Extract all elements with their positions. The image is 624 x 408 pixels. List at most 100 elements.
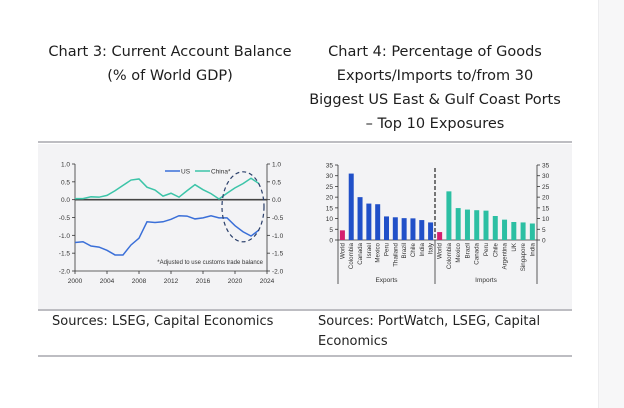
page-scroll-strip [598,0,624,408]
category-label: India [529,242,536,256]
category-label: World [437,242,444,259]
chart4-title-line: – Top 10 Exposures [365,116,505,132]
category-label: Peru [483,242,490,256]
y-tick-label-left: -1.5 [59,251,71,258]
bar-imports [464,209,470,240]
y-tick-label-right: 0 [542,238,546,245]
y-tick-label-right: 35 [542,163,550,170]
legend-label: China* [211,169,231,176]
legend-label: US [181,169,191,176]
bar-imports [483,210,489,240]
bar-exports [392,217,398,240]
y-tick-label-left: 5 [329,227,333,234]
category-label: Mexico [375,242,382,262]
bar-imports [502,219,508,240]
chart4-title-line: Chart 4: Percentage of Goods [328,44,542,60]
bar-exports [366,203,372,240]
y-tick-label-right: 20 [542,195,550,202]
chart3-title: Chart 3: Current Account Balance (% of W… [40,40,300,88]
divider-top [38,141,572,143]
x-tick-label: 2020 [228,278,243,285]
divider-middle [38,309,572,311]
category-label: Brazil [464,243,471,258]
chart4-title-line: Biggest US East & Gulf Coast Ports [309,92,561,108]
category-label: Colombia [348,242,355,269]
chart3-title-line: (% of World GDP) [107,68,233,84]
y-tick-label-left: 0 [329,238,333,245]
highlight-ellipse [221,171,265,243]
bar-exports [428,222,434,240]
y-tick-label-right: -1.5 [272,251,284,258]
category-label: Thailand [392,242,399,266]
y-tick-label-left: -1.0 [59,233,71,240]
category-label: UK [511,242,518,251]
y-tick-label-right: 15 [542,205,550,212]
category-label: Canada [474,242,481,264]
y-tick-label-right: 25 [542,184,550,191]
bar-exports [384,216,389,240]
y-tick-label-left: 15 [326,205,334,212]
category-label: World [339,242,346,259]
y-tick-label-right: 10 [542,216,550,223]
y-tick-label-left: 30 [326,173,334,180]
bar-imports [446,191,452,240]
bar-exports [410,218,416,240]
y-tick-label-left: 0.5 [61,179,70,186]
bar-exports [401,218,407,240]
chart4-title: Chart 4: Percentage of Goods Exports/Imp… [300,40,570,136]
category-label: Canada [357,242,364,264]
bar-exports [348,173,354,240]
category-label: Peru [384,242,391,256]
chart-panel [38,144,572,309]
bar-exports [419,220,425,240]
bar-imports [437,232,443,240]
group-label: Exports [375,277,398,284]
y-tick-label-right: 0.0 [272,197,281,204]
x-tick-label: 2004 [100,278,115,285]
y-tick-label-left: 1.0 [61,162,70,169]
x-tick-label: 2008 [132,278,147,285]
y-tick-label-right: 5 [542,227,546,234]
y-tick-label-right: 30 [542,173,550,180]
bar-imports [511,222,517,240]
category-label: Singapore [520,242,527,271]
series-line-china [75,177,260,200]
y-tick-label-left: 35 [326,163,334,170]
y-tick-label-left: 0.0 [61,197,70,204]
bar-exports [375,204,381,240]
y-tick-label-right: -0.5 [272,215,284,222]
divider-bottom [38,355,572,357]
bar-exports [339,230,345,240]
chart3-sources: Sources: LSEG, Capital Economics [52,314,274,329]
category-label: Brazil [401,243,408,258]
bar-imports [529,223,535,240]
series-line-us [74,214,260,256]
y-tick-label-right: 0.5 [272,179,281,186]
category-label: Israel [366,243,373,258]
bar-imports [455,208,461,240]
group-label: Imports [475,277,497,284]
x-tick-label: 2024 [260,278,275,285]
x-tick-label: 2012 [164,278,179,285]
bar-imports [474,210,480,240]
category-label: Mexico [455,242,462,262]
y-tick-label-left: -0.5 [59,215,71,222]
chart4-sources: Sources: PortWatch, LSEG, Capital Econom… [318,314,541,349]
chart-annotation: *Adjusted to use customs trade balance [157,260,263,266]
y-tick-label-left: -2.0 [59,269,71,276]
x-tick-label: 2000 [68,278,83,285]
category-label: Italy [428,242,435,254]
bar-imports [520,222,526,240]
category-label: Chile [410,242,417,257]
chart4-title-line: Exports/Imports to/from 30 [336,68,534,84]
bar-exports [357,197,363,240]
y-tick-label-left: 25 [326,184,334,191]
y-tick-label-right: -1.0 [272,233,284,240]
category-label: Chile [492,242,499,257]
y-tick-label-right: 1.0 [272,162,281,169]
category-label: Colombia [446,242,453,269]
y-tick-label-right: -2.0 [272,269,284,276]
bar-imports [492,216,498,240]
x-tick-label: 2016 [196,278,211,285]
